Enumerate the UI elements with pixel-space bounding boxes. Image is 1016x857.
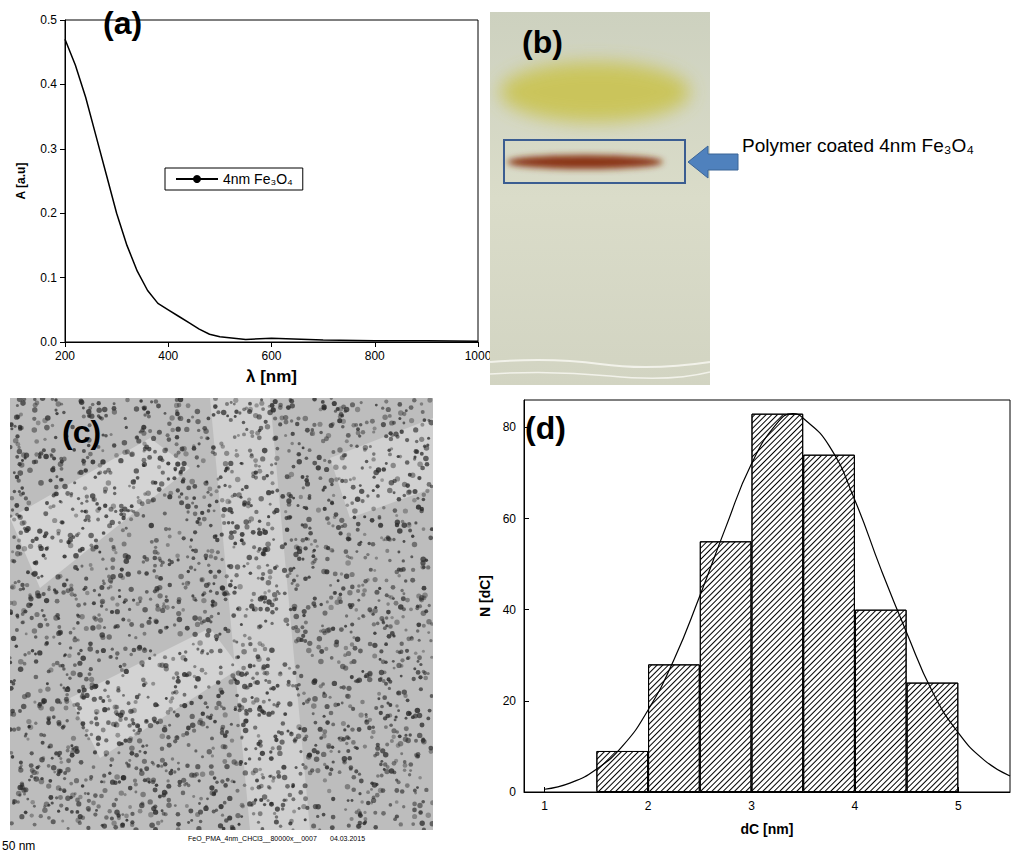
svg-text:1: 1 [541, 799, 548, 813]
svg-text:(d): (d) [525, 410, 566, 446]
svg-text:0.5: 0.5 [40, 13, 57, 27]
svg-text:0.1: 0.1 [40, 271, 57, 285]
svg-text:4nm Fe₃O₄: 4nm Fe₃O₄ [223, 171, 293, 187]
html-text:04.03.2015: 04.03.2015 [330, 835, 365, 842]
svg-text:40: 40 [503, 603, 517, 617]
svg-text:3: 3 [748, 799, 755, 813]
svg-text:800: 800 [365, 349, 385, 363]
svg-text:dC [nm]: dC [nm] [741, 821, 794, 837]
svg-text:20: 20 [503, 694, 517, 708]
svg-text:600: 600 [261, 349, 281, 363]
svg-text:N [dC]: N [dC] [477, 575, 493, 617]
svg-text:80: 80 [503, 420, 517, 434]
svg-text:4: 4 [852, 799, 859, 813]
svg-text:0.4: 0.4 [40, 77, 57, 91]
svg-text:200: 200 [55, 349, 75, 363]
svg-text:0.2: 0.2 [40, 206, 57, 220]
svg-text:5: 5 [955, 799, 962, 813]
svg-text:0.0: 0.0 [40, 335, 57, 349]
html-text:(c): (c) [62, 414, 102, 450]
html-text:50 nm: 50 nm [2, 839, 36, 853]
svg-text:400: 400 [158, 349, 178, 363]
svg-text:0: 0 [509, 785, 516, 799]
svg-text:(a): (a) [103, 5, 142, 41]
svg-text:60: 60 [503, 512, 517, 526]
html-text:(b): (b) [522, 24, 563, 60]
svg-text:0.3: 0.3 [40, 142, 57, 156]
svg-text:1000: 1000 [465, 349, 492, 363]
svg-text:λ [nm]: λ [nm] [246, 367, 297, 386]
svg-text:2: 2 [645, 799, 652, 813]
svg-text:A [a.u]: A [a.u] [14, 163, 28, 200]
html-text:FeO_PMA_4nm_CHCl3__80000x__000: FeO_PMA_4nm_CHCl3__80000x__0007 [188, 835, 317, 842]
html-text:Polymer coated 4nm Fe₃O₄: Polymer coated 4nm Fe₃O₄ [742, 135, 974, 156]
